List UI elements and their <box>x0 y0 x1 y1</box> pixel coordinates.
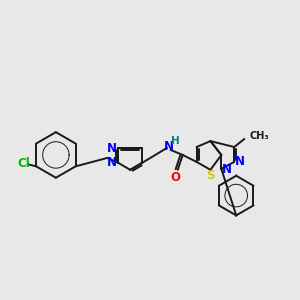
Text: N: N <box>222 163 232 176</box>
Text: H: H <box>171 136 180 146</box>
Text: CH₃: CH₃ <box>249 131 269 141</box>
Text: O: O <box>171 171 181 184</box>
Text: N: N <box>235 155 245 168</box>
Text: N: N <box>107 142 117 154</box>
Text: N: N <box>107 156 117 170</box>
Text: Cl: Cl <box>17 157 30 170</box>
Text: N: N <box>164 140 174 152</box>
Text: S: S <box>206 169 215 182</box>
